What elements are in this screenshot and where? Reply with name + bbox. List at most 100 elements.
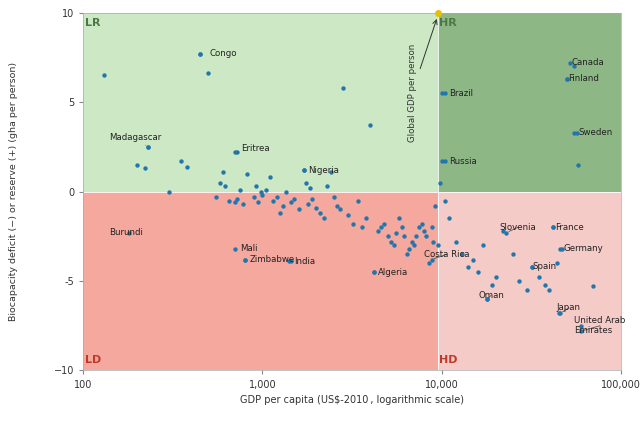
- Point: [220, 183, 230, 189]
- Point: [548, 224, 559, 231]
- Point: [315, 210, 325, 216]
- Point: [218, 168, 228, 175]
- Point: [369, 269, 380, 275]
- Point: [348, 221, 358, 227]
- Point: [548, 224, 559, 231]
- Point: [562, 75, 572, 82]
- Point: [556, 245, 566, 252]
- Point: [380, 221, 390, 227]
- Point: [540, 281, 550, 288]
- Point: [299, 167, 309, 173]
- Point: [215, 179, 225, 186]
- Point: [522, 287, 532, 293]
- Point: [557, 245, 567, 252]
- Point: [275, 210, 285, 216]
- Point: [409, 242, 419, 248]
- Point: [261, 187, 271, 193]
- Point: [554, 310, 564, 317]
- Point: [268, 197, 278, 204]
- Point: [204, 70, 214, 77]
- Point: [573, 161, 584, 168]
- Point: [394, 215, 404, 222]
- Point: [572, 129, 582, 136]
- Point: [175, 158, 186, 165]
- Text: United Arab
Emirates: United Arab Emirates: [574, 316, 626, 336]
- Point: [428, 238, 438, 245]
- Point: [140, 165, 150, 172]
- Text: LD: LD: [84, 355, 101, 365]
- Point: [376, 224, 387, 231]
- Point: [385, 238, 396, 245]
- Point: [182, 163, 192, 170]
- Point: [527, 264, 537, 270]
- Point: [195, 51, 205, 57]
- Point: [433, 242, 443, 248]
- Text: Finland: Finland: [568, 75, 599, 83]
- Point: [388, 242, 399, 248]
- Point: [230, 245, 240, 252]
- Point: [569, 63, 579, 69]
- Point: [564, 59, 575, 66]
- Point: [257, 192, 268, 199]
- Point: [303, 201, 313, 208]
- Point: [588, 283, 598, 290]
- Point: [337, 84, 348, 91]
- Point: [353, 197, 363, 204]
- Point: [478, 242, 488, 248]
- Point: [289, 195, 299, 202]
- Point: [256, 188, 266, 195]
- Point: [240, 256, 250, 263]
- Text: LR: LR: [84, 18, 100, 28]
- Point: [436, 90, 447, 96]
- Point: [430, 203, 440, 209]
- Text: Spain: Spain: [532, 262, 556, 271]
- Point: [402, 251, 412, 258]
- Text: Eritrea: Eritrea: [237, 144, 269, 153]
- Point: [435, 179, 445, 186]
- Point: [514, 278, 524, 285]
- Text: India: India: [294, 257, 315, 266]
- Point: [404, 245, 414, 252]
- Point: [265, 174, 275, 181]
- Point: [343, 211, 353, 218]
- Point: [482, 296, 492, 302]
- Point: [417, 221, 428, 227]
- Point: [322, 183, 332, 189]
- Point: [251, 183, 261, 189]
- Point: [232, 195, 242, 202]
- Point: [421, 233, 431, 240]
- Text: Madagascar: Madagascar: [109, 133, 162, 145]
- Point: [419, 227, 429, 234]
- Point: [576, 328, 586, 335]
- Point: [235, 187, 245, 193]
- Text: Mali: Mali: [240, 244, 257, 253]
- Point: [552, 260, 562, 266]
- Point: [305, 184, 316, 191]
- Point: [238, 201, 248, 208]
- Point: [143, 144, 153, 150]
- Point: [501, 229, 511, 236]
- Point: [444, 215, 454, 222]
- Point: [299, 167, 309, 173]
- Point: [230, 199, 240, 206]
- Point: [463, 264, 473, 270]
- Text: Costa Rica: Costa Rica: [424, 250, 470, 258]
- Point: [569, 129, 579, 136]
- Bar: [83, 13, 438, 192]
- Text: Burundi: Burundi: [109, 228, 143, 237]
- Point: [451, 238, 461, 245]
- Point: [440, 197, 451, 204]
- Point: [369, 269, 380, 275]
- Point: [249, 194, 259, 200]
- Point: [286, 258, 296, 265]
- Text: Russia: Russia: [449, 157, 477, 165]
- Text: Oman: Oman: [478, 291, 504, 300]
- Text: France: France: [555, 223, 584, 232]
- Point: [440, 158, 451, 165]
- Point: [99, 72, 109, 79]
- Bar: [438, 192, 621, 370]
- Point: [508, 251, 518, 258]
- Point: [224, 197, 234, 204]
- Point: [325, 168, 335, 175]
- Point: [498, 227, 508, 234]
